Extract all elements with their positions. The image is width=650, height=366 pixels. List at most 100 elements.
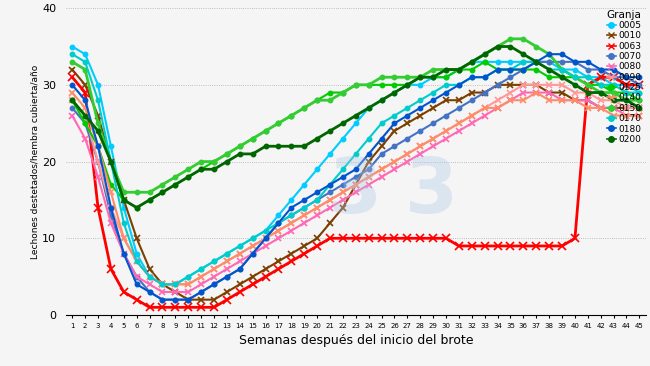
0180 — [519, 67, 527, 72]
0170 — [571, 75, 579, 79]
0010 — [287, 251, 295, 256]
0005 — [623, 83, 630, 87]
0200 — [391, 90, 398, 95]
0063 — [636, 83, 643, 87]
0010 — [558, 90, 566, 95]
0063 — [159, 305, 166, 310]
0140 — [352, 182, 359, 187]
0150 — [339, 90, 347, 95]
0140 — [636, 113, 643, 118]
0005 — [94, 83, 102, 87]
0125 — [197, 167, 205, 171]
0070 — [287, 213, 295, 217]
0180 — [352, 167, 359, 171]
0090 — [352, 182, 359, 187]
0070 — [404, 137, 411, 141]
0150 — [571, 75, 579, 79]
0180 — [417, 106, 424, 110]
0170 — [236, 244, 244, 248]
0010 — [623, 106, 630, 110]
0200 — [223, 159, 231, 164]
0125 — [120, 198, 127, 202]
0090 — [468, 113, 476, 118]
0090 — [571, 90, 579, 95]
0080 — [571, 98, 579, 102]
0140 — [339, 190, 347, 194]
0080 — [365, 182, 372, 187]
0140 — [236, 251, 244, 256]
0010 — [68, 67, 76, 72]
0150 — [481, 52, 489, 56]
0010 — [584, 98, 592, 102]
0180 — [274, 221, 282, 225]
0063 — [313, 244, 321, 248]
0180 — [94, 144, 102, 149]
0005 — [81, 52, 89, 56]
0125 — [404, 83, 411, 87]
Line: 0140: 0140 — [70, 90, 642, 287]
0080 — [185, 290, 192, 294]
0090 — [584, 90, 592, 95]
0140 — [468, 113, 476, 118]
0180 — [107, 205, 115, 210]
0005 — [545, 60, 553, 64]
0010 — [274, 259, 282, 264]
0063 — [391, 236, 398, 240]
0200 — [81, 113, 89, 118]
0063 — [610, 75, 617, 79]
0005 — [584, 75, 592, 79]
0005 — [197, 267, 205, 271]
0070 — [274, 221, 282, 225]
0200 — [417, 75, 424, 79]
0140 — [378, 167, 385, 171]
0010 — [442, 98, 450, 102]
0170 — [94, 98, 102, 102]
0080 — [352, 190, 359, 194]
0010 — [391, 129, 398, 133]
0005 — [610, 83, 617, 87]
0005 — [636, 90, 643, 95]
0140 — [506, 98, 514, 102]
0125 — [313, 98, 321, 102]
Line: 0090: 0090 — [70, 82, 642, 287]
0140 — [262, 236, 270, 240]
0005 — [339, 137, 347, 141]
0005 — [468, 60, 476, 64]
0080 — [249, 251, 257, 256]
0150 — [455, 67, 463, 72]
0125 — [442, 75, 450, 79]
0200 — [494, 44, 502, 49]
0150 — [352, 83, 359, 87]
0010 — [326, 221, 334, 225]
0170 — [429, 90, 437, 95]
0063 — [223, 298, 231, 302]
0070 — [120, 251, 127, 256]
0180 — [120, 251, 127, 256]
0010 — [146, 267, 153, 271]
0200 — [313, 137, 321, 141]
0080 — [262, 244, 270, 248]
0125 — [584, 83, 592, 87]
0090 — [326, 198, 334, 202]
0005 — [185, 274, 192, 279]
0150 — [365, 83, 372, 87]
0080 — [81, 137, 89, 141]
0010 — [210, 298, 218, 302]
0150 — [300, 106, 308, 110]
0150 — [391, 75, 398, 79]
0070 — [146, 290, 153, 294]
0180 — [597, 67, 604, 72]
0010 — [378, 144, 385, 149]
0063 — [417, 236, 424, 240]
0180 — [68, 83, 76, 87]
Y-axis label: Lechones destetados/hembra cubierta/año: Lechones destetados/hembra cubierta/año — [30, 64, 39, 259]
0125 — [429, 75, 437, 79]
0140 — [429, 137, 437, 141]
0010 — [339, 205, 347, 210]
0005 — [571, 67, 579, 72]
0180 — [365, 152, 372, 156]
0063 — [120, 290, 127, 294]
0170 — [378, 121, 385, 126]
0010 — [107, 159, 115, 164]
Line: 0080: 0080 — [70, 90, 642, 295]
